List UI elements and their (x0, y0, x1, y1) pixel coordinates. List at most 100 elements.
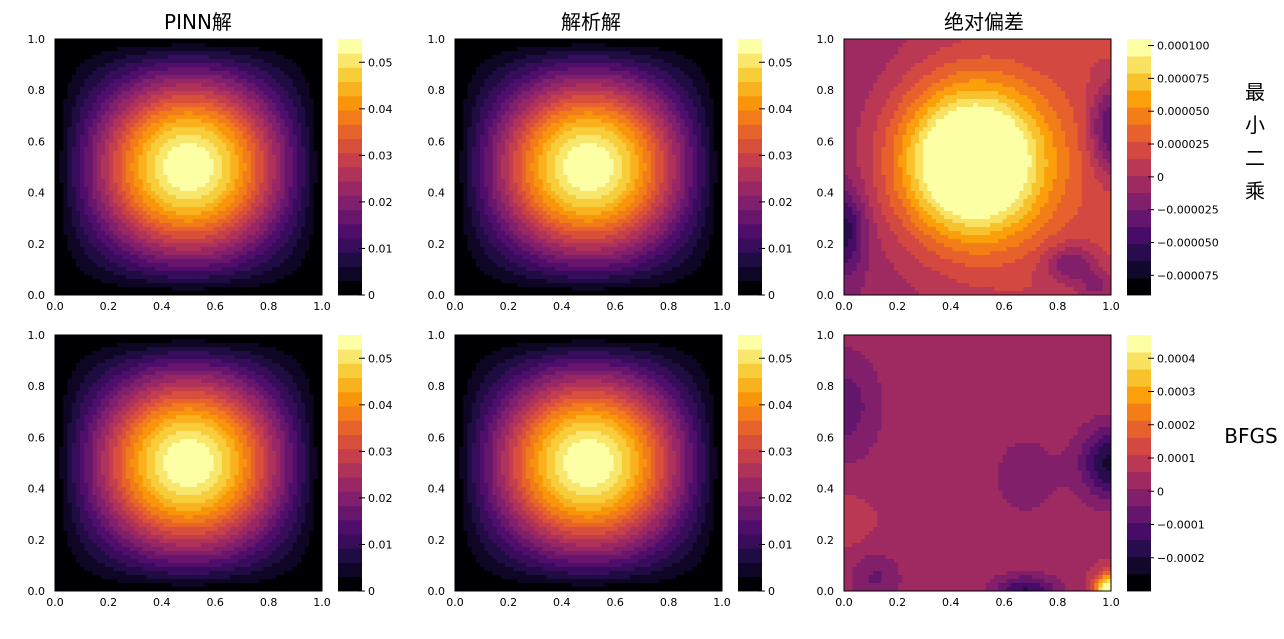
contour-cell (284, 187, 289, 191)
contour-cell (297, 171, 302, 175)
contour-cell (130, 139, 135, 143)
contour-cell (143, 275, 148, 279)
contour-cell (197, 163, 202, 167)
contour-cell (284, 107, 289, 111)
contour-cell (255, 203, 260, 207)
contour-cell (176, 187, 181, 191)
contour-cell (505, 39, 510, 43)
contour-cell (264, 211, 269, 215)
contour-cell (259, 99, 264, 103)
contour-cell (180, 83, 185, 87)
contour-cell (118, 115, 123, 119)
contour-cell (264, 215, 269, 219)
contour-cell (497, 199, 502, 203)
contour-cell (97, 187, 102, 191)
contour-cell (251, 251, 256, 255)
contour-cell (63, 235, 68, 239)
contour-cell (97, 287, 102, 291)
contour-cell (189, 39, 194, 43)
contour-cell (293, 219, 298, 223)
contour-cell (463, 179, 468, 183)
contour-cell (289, 83, 294, 87)
contour-cell (76, 55, 81, 59)
contour-cell (459, 191, 464, 195)
contour-cell (176, 147, 181, 151)
contour-cell (468, 255, 473, 259)
contour-cell (93, 155, 98, 159)
contour-cell (126, 119, 131, 123)
contour-cell (259, 243, 264, 247)
contour-cell (201, 43, 206, 47)
contour-cell (151, 111, 156, 115)
contour-cell (209, 107, 214, 111)
contour-cell (468, 183, 473, 187)
contour-cell (222, 83, 227, 87)
contour-cell (113, 159, 118, 163)
contour-cell (105, 159, 110, 163)
contour-cell (172, 39, 177, 43)
contour-cell (59, 255, 64, 259)
contour-cell (293, 227, 298, 231)
contour-cell (272, 91, 277, 95)
contour-cell (226, 75, 231, 79)
contour-cell (472, 83, 477, 87)
contour-cell (314, 123, 319, 127)
contour-cell (97, 207, 102, 211)
contour-cell (272, 247, 277, 251)
contour-cell (497, 147, 502, 151)
contour-cell (59, 231, 64, 235)
contour-cell (109, 67, 114, 71)
contour-cell (493, 283, 498, 287)
contour-cell (284, 95, 289, 99)
contour-cell (189, 127, 194, 131)
contour-cell (251, 287, 256, 291)
contour-cell (155, 219, 160, 223)
contour-cell (455, 55, 460, 59)
contour-cell (80, 95, 85, 99)
contour-cell (484, 63, 489, 67)
contour-cell (201, 191, 206, 195)
contour-cell (184, 95, 189, 99)
contour-cell (113, 63, 118, 67)
contour-cell (272, 63, 277, 67)
contour-cell (293, 115, 298, 119)
contour-cell (268, 159, 273, 163)
contour-cell (159, 199, 164, 203)
contour-cell (297, 119, 302, 123)
contour-cell (272, 75, 277, 79)
contour-cell (247, 51, 252, 55)
contour-cell (151, 83, 156, 87)
contour-cell (184, 195, 189, 199)
contour-cell (63, 171, 68, 175)
contour-cell (509, 39, 514, 43)
contour-cell (459, 239, 464, 243)
contour-cell (480, 191, 485, 195)
contour-cell (189, 267, 194, 271)
contour-cell (138, 167, 143, 171)
contour-cell (314, 227, 319, 231)
contour-cell (276, 235, 281, 239)
contour-cell (476, 179, 481, 183)
contour-cell (293, 47, 298, 51)
contour-cell (226, 143, 231, 147)
contour-cell (205, 131, 210, 135)
contour-cell (130, 239, 135, 243)
contour-cell (105, 147, 110, 151)
contour-cell (501, 43, 506, 47)
contour-cell (172, 67, 177, 71)
contour-cell (130, 195, 135, 199)
contour-cell (230, 247, 235, 251)
contour-cell (251, 43, 256, 47)
contour-cell (113, 91, 118, 95)
contour-cell (147, 91, 152, 95)
contour-cell (59, 179, 64, 183)
contour-cell (480, 271, 485, 275)
contour-cell (251, 275, 256, 279)
contour-cell (243, 95, 248, 99)
contour-cell (505, 187, 510, 191)
contour-cell (239, 107, 244, 111)
contour-cell (301, 235, 306, 239)
contour-cell (493, 47, 498, 51)
contour-cell (63, 163, 68, 167)
contour-cell (130, 255, 135, 259)
